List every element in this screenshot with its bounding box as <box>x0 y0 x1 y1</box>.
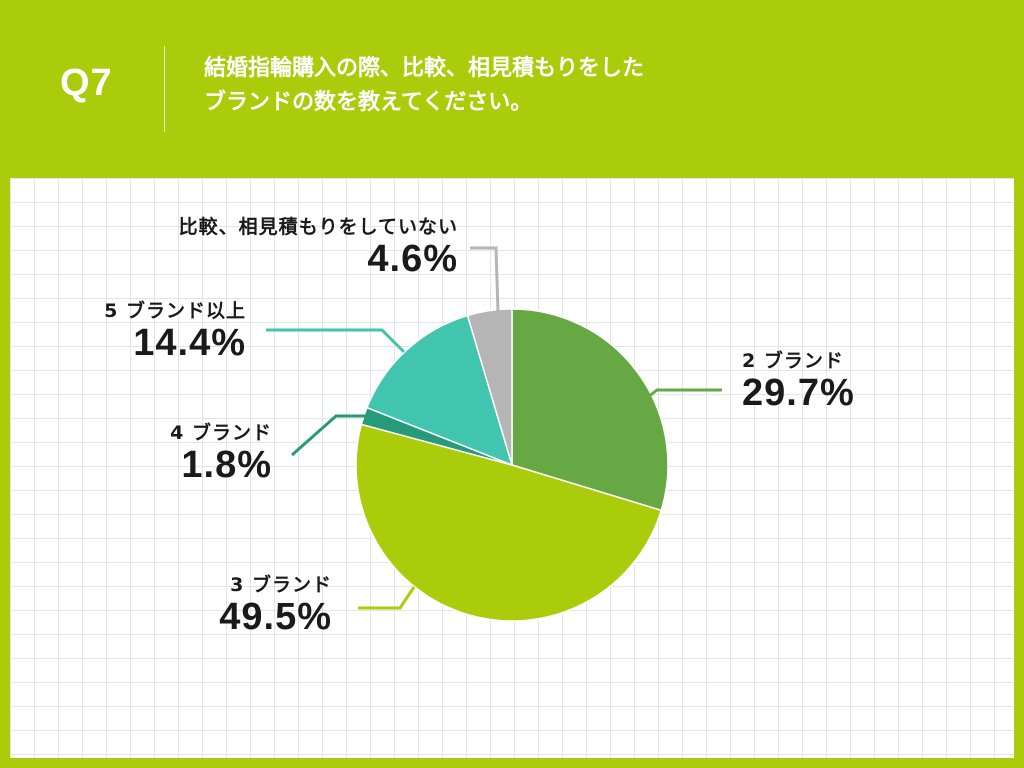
slice-3-brands <box>355 423 663 622</box>
label-4-brands-value: 1.8% <box>181 444 272 486</box>
label-none: 比較、相見積もりをしていない 4.6% <box>52 212 458 279</box>
question-number: Q7 <box>60 62 113 104</box>
label-5-brands-value: 14.4% <box>133 322 246 364</box>
label-5-brands: 5 ブランド以上 14.4% <box>40 296 246 363</box>
label-3-brands-name: 3 ブランド <box>230 574 332 596</box>
label-2-brands-name: 2 ブランド <box>742 350 844 372</box>
question-text: 結婚指輪購入の際、比較、相見積もりをした ブランドの数を教えてください。 <box>204 52 644 120</box>
slice-none <box>466 308 513 466</box>
leader-4-brands <box>291 414 366 457</box>
slice-5-brands <box>365 314 514 467</box>
label-5-brands-name: 5 ブランド以上 <box>104 300 246 322</box>
label-4-brands-name: 4 ブランド <box>170 422 272 444</box>
leader-3-brands <box>358 586 416 610</box>
label-2-brands-value: 29.7% <box>742 372 855 414</box>
leader-5-brands <box>266 328 406 354</box>
label-none-name: 比較、相見積もりをしていない <box>178 216 458 238</box>
label-4-brands: 4 ブランド 1.8% <box>100 418 272 485</box>
label-none-value: 4.6% <box>367 238 458 280</box>
question-line-2: ブランドの数を教えてください。 <box>204 90 533 115</box>
leader-2-brands <box>647 388 722 399</box>
header-divider <box>164 46 165 132</box>
slice-2-brands <box>511 308 669 512</box>
label-3-brands-value: 49.5% <box>219 596 332 638</box>
question-line-1: 結婚指輪購入の際、比較、相見積もりをした <box>204 56 645 81</box>
header: Q7 結婚指輪購入の際、比較、相見積もりをした ブランドの数を教えてください。 <box>0 0 1024 178</box>
leader-none <box>470 246 500 313</box>
label-2-brands: 2 ブランド 29.7% <box>742 346 942 413</box>
label-3-brands: 3 ブランド 49.5% <box>120 570 332 637</box>
